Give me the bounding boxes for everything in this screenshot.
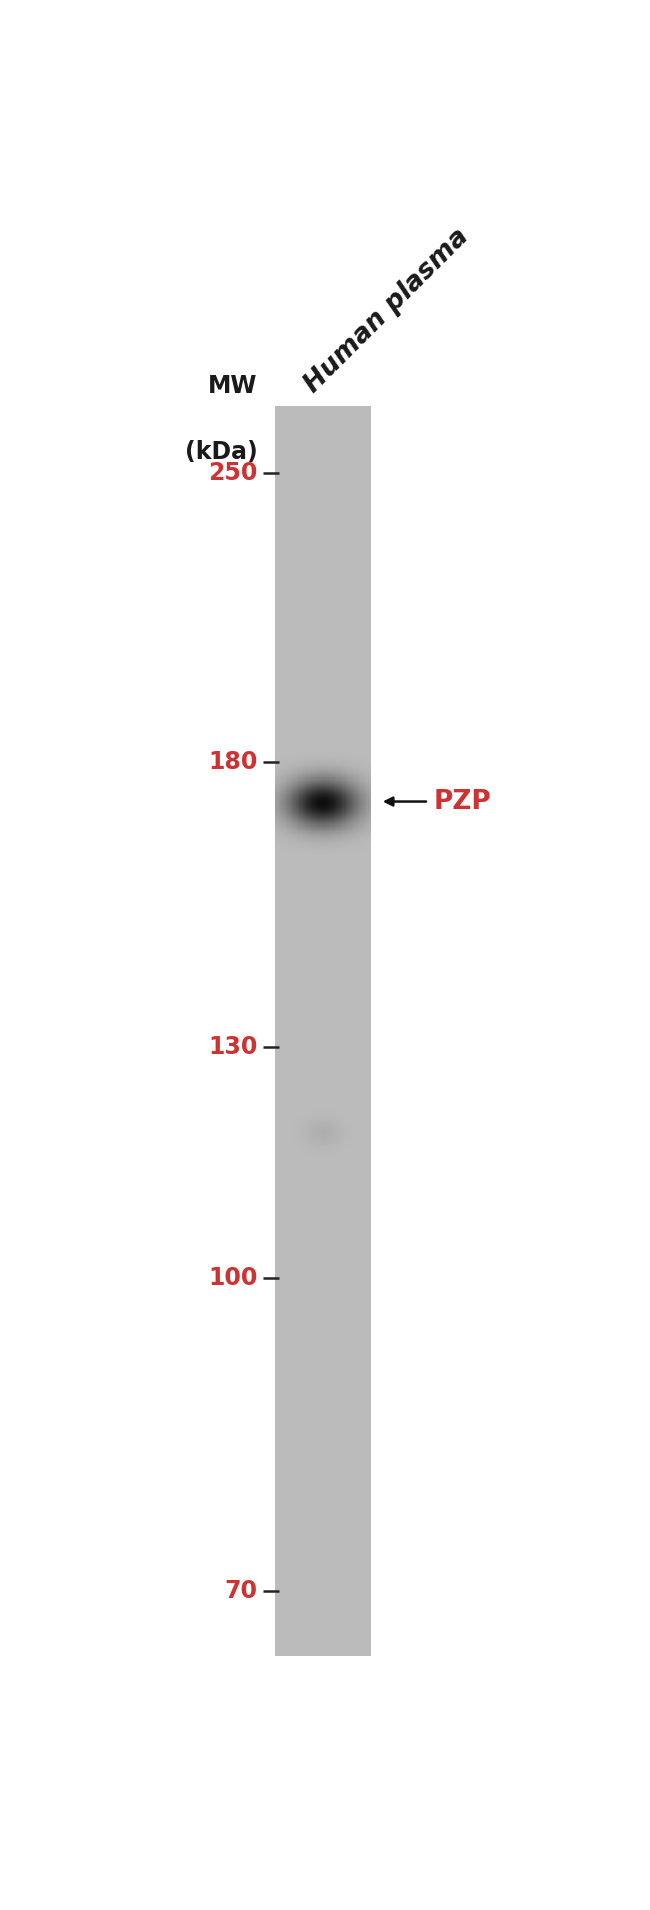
Text: MW: MW <box>208 374 257 399</box>
Text: 130: 130 <box>208 1035 257 1060</box>
Text: 100: 100 <box>208 1266 257 1289</box>
Text: 250: 250 <box>208 460 257 485</box>
Bar <box>275 405 371 1656</box>
Text: PZP: PZP <box>434 789 491 814</box>
Text: 180: 180 <box>208 749 257 774</box>
Text: (kDa): (kDa) <box>185 439 257 464</box>
Text: 70: 70 <box>224 1580 257 1602</box>
Text: Human plasma: Human plasma <box>300 223 474 399</box>
